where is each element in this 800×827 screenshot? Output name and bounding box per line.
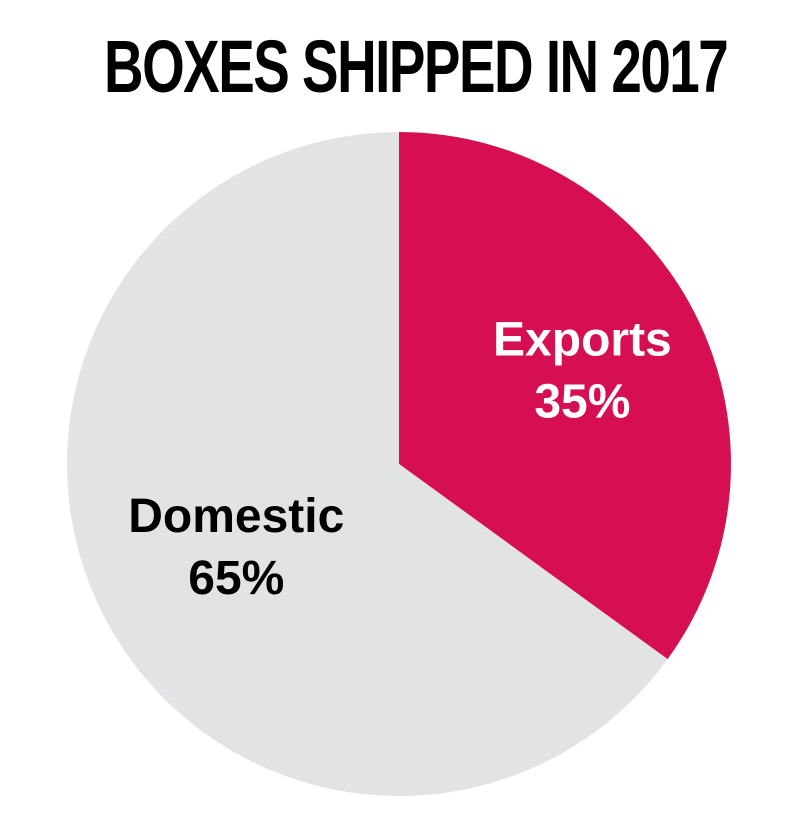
pie-slices [66,131,731,796]
pie-slice-domestic [66,131,668,796]
slice-label-domestic: Domestic [128,490,344,543]
slice-label-exports: Exports [493,314,672,367]
pie-slice-exports [399,132,731,660]
chart-title: BOXES SHIPPED IN 2017 [104,25,729,108]
pie-labels: Exports 35% Domestic 65% [128,314,672,605]
slice-value-domestic: 65% [188,552,284,605]
slice-value-exports: 35% [534,376,630,429]
